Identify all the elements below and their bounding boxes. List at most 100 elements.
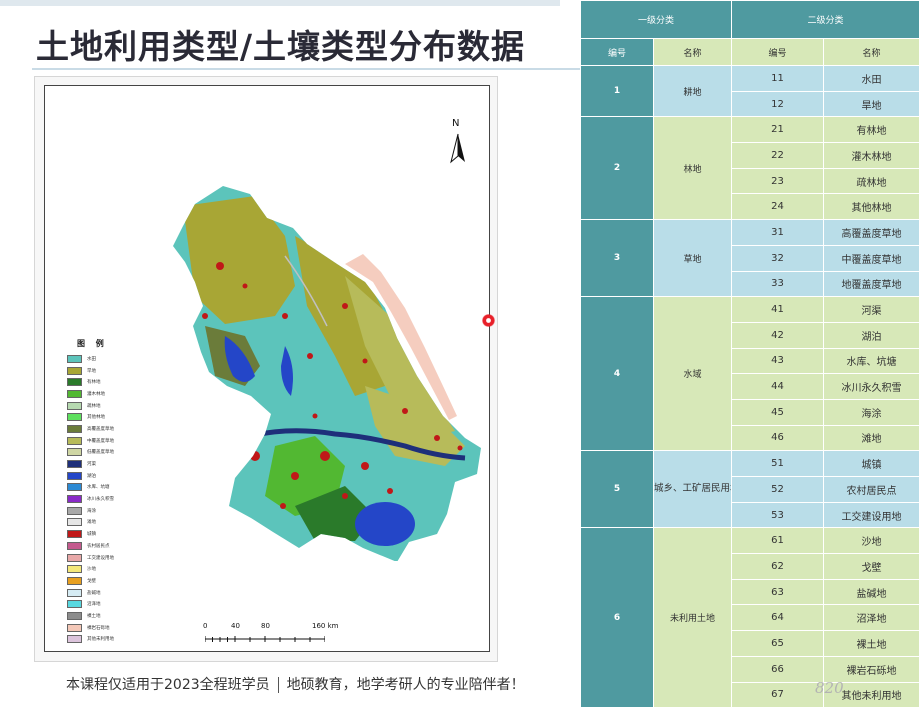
legend-swatch — [67, 624, 82, 632]
legend-item: 裸岩石砾地 — [67, 622, 187, 634]
level2-code-cell: 24 — [732, 194, 824, 220]
legend-label: 低覆盖度草地 — [87, 449, 114, 455]
level2-code-cell: 23 — [732, 168, 824, 194]
header-level2: 二级分类 — [732, 1, 919, 39]
legend-item: 戈壁 — [67, 575, 187, 587]
level2-name-cell: 冰川永久积雪 — [824, 374, 919, 400]
level2-code-cell: 42 — [732, 322, 824, 348]
legend-label: 裸岩石砾地 — [87, 625, 110, 631]
legend-item: 旱地 — [67, 365, 187, 377]
legend-label: 裸土地 — [87, 613, 101, 619]
legend-swatch — [67, 355, 82, 363]
level2-code-cell: 46 — [732, 425, 824, 451]
legend-title: 图 例 — [77, 338, 187, 349]
level2-name-cell: 裸土地 — [824, 631, 919, 657]
level2-code-cell: 66 — [732, 656, 824, 682]
legend-swatch — [67, 635, 82, 643]
level2-code-cell: 51 — [732, 451, 824, 477]
north-arrow: N — [447, 120, 469, 166]
level1-name-cell: 林地 — [654, 117, 732, 220]
legend-label: 盐碱地 — [87, 590, 101, 596]
level2-code-cell: 53 — [732, 502, 824, 528]
level2-name-cell: 湖泊 — [824, 322, 919, 348]
legend-item: 沙地 — [67, 563, 187, 575]
legend-label: 高覆盖度草地 — [87, 426, 114, 432]
legend-label: 滩地 — [87, 519, 96, 525]
level2-name-cell: 水田 — [824, 66, 919, 92]
legend-item: 中覆盖度草地 — [67, 435, 187, 447]
legend-swatch — [67, 367, 82, 375]
level2-name-cell: 滩地 — [824, 425, 919, 451]
legend-label: 海涂 — [87, 508, 96, 514]
level2-code-cell: 41 — [732, 297, 824, 323]
level2-code-cell: 63 — [732, 579, 824, 605]
level2-code-cell: 64 — [732, 605, 824, 631]
legend-swatch — [67, 437, 82, 445]
level2-code-cell: 45 — [732, 399, 824, 425]
legend-item: 滩地 — [67, 517, 187, 529]
level1-name-cell: 水域 — [654, 297, 732, 451]
legend-item: 河渠 — [67, 458, 187, 470]
legend-item: 有林地 — [67, 376, 187, 388]
footer-slogan: 地硕教育，地学考研人的专业陪伴者！ — [287, 677, 525, 693]
legend-item: 灌木林地 — [67, 388, 187, 400]
title-divider — [32, 68, 580, 70]
header-code2: 编号 — [732, 39, 824, 66]
footer-course-note: 本课程仅适用于2023全程班学员 — [66, 677, 270, 693]
level2-name-cell: 城镇 — [824, 451, 919, 477]
scale-label: 40 — [231, 622, 240, 630]
legend-label: 城镇 — [87, 531, 96, 537]
level2-code-cell: 21 — [732, 117, 824, 143]
header-name: 名称 — [654, 39, 732, 66]
legend-swatch — [67, 577, 82, 585]
map-legend: 图 例 水田旱地有林地灌木林地疏林地其他林地高覆盖度草地中覆盖度草地低覆盖度草地… — [67, 338, 187, 645]
level1-code-cell: 5 — [581, 451, 654, 528]
legend-item: 海涂 — [67, 505, 187, 517]
legend-item: 低覆盖度草地 — [67, 447, 187, 459]
level1-code-cell: 3 — [581, 220, 654, 297]
legend-label: 湖泊 — [87, 473, 96, 479]
legend-label: 中覆盖度草地 — [87, 438, 114, 444]
level1-code-cell: 4 — [581, 297, 654, 451]
legend-label: 水田 — [87, 356, 96, 362]
legend-swatch — [67, 530, 82, 538]
legend-label: 旱地 — [87, 368, 96, 374]
legend-item: 工交建设用地 — [67, 552, 187, 564]
legend-item: 高覆盖度草地 — [67, 423, 187, 435]
scale-label: 160 km — [312, 622, 338, 630]
slide-accent-bar — [0, 0, 560, 6]
legend-item: 水库、坑塘 — [67, 482, 187, 494]
level2-name-cell: 疏林地 — [824, 168, 919, 194]
level2-name-cell: 灌木林地 — [824, 143, 919, 169]
level2-name-cell: 中覆盖度草地 — [824, 245, 919, 271]
legend-swatch — [67, 378, 82, 386]
level1-name-cell: 草地 — [654, 220, 732, 297]
legend-label: 沙地 — [87, 566, 96, 572]
legend-swatch — [67, 612, 82, 620]
legend-item: 裸土地 — [67, 610, 187, 622]
legend-label: 冰川永久积雪 — [87, 496, 114, 502]
level1-name-cell: 城乡、工矿居民用地 — [654, 451, 732, 528]
level2-code-cell: 65 — [732, 631, 824, 657]
legend-swatch — [67, 565, 82, 573]
level2-code-cell: 52 — [732, 477, 824, 503]
legend-label: 其他未利用地 — [87, 636, 114, 642]
legend-label: 其他林地 — [87, 414, 105, 420]
watermark: 820 — [815, 679, 844, 697]
level2-name-cell: 盐碱地 — [824, 579, 919, 605]
legend-swatch — [67, 425, 82, 433]
level2-name-cell: 地覆盖度草地 — [824, 271, 919, 297]
legend-swatch — [67, 390, 82, 398]
legend-swatch — [67, 542, 82, 550]
footer: 本课程仅适用于2023全程班学员 地硕教育，地学考研人的专业陪伴者！ — [66, 674, 525, 694]
legend-items: 水田旱地有林地灌木林地疏林地其他林地高覆盖度草地中覆盖度草地低覆盖度草地河渠湖泊… — [67, 353, 187, 645]
level2-name-cell: 河渠 — [824, 297, 919, 323]
legend-label: 工交建设用地 — [87, 555, 114, 561]
level2-code-cell: 12 — [732, 91, 824, 117]
level2-code-cell: 32 — [732, 245, 824, 271]
